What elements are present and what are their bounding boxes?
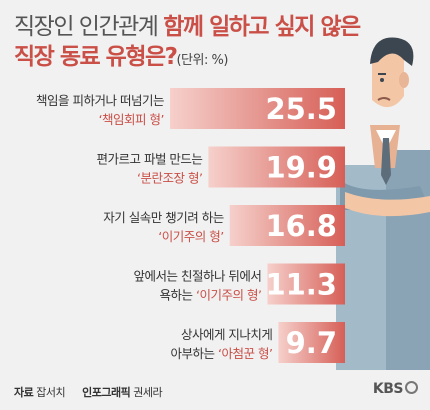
category-tag-5: ‘아첨꾼 형’ xyxy=(218,346,272,361)
bar-3 xyxy=(229,205,345,246)
category-tag-1: ‘책임회피 형’ xyxy=(99,112,164,127)
category-desc-prefix-4: 욕하는 xyxy=(160,288,196,303)
kbs-logo: KBS xyxy=(373,381,418,397)
category-tag-line-3: ‘이기주의 형’ xyxy=(158,229,223,244)
source-label: 자료 xyxy=(14,386,34,399)
category-desc-2: 편가르고 파벌 만드는 xyxy=(96,152,202,167)
kbs-logo-text: KBS xyxy=(372,381,404,397)
category-desc-3: 자기 실속만 챙기려 하는 xyxy=(103,210,223,225)
category-tag-4: ‘이기주의 형’ xyxy=(196,288,261,303)
credits: 자료 잡서치 인포그래픽 권세라 xyxy=(14,384,163,400)
kbs-logo-ring-icon xyxy=(405,381,418,394)
bar-2 xyxy=(208,146,345,188)
category-tag-line-5: 아부하는 ‘아첨꾼 형’ xyxy=(171,346,273,361)
title-line1-highlight: 함께 일하고 싶지 않은 xyxy=(163,14,361,40)
title-line1-normal: 직장인 인간관계 xyxy=(14,14,164,40)
category-desc-4: 앞에서는 친절하나 뒤에서 xyxy=(133,269,261,284)
source-value: 잡서치 xyxy=(36,386,66,399)
category-desc-1: 책임을 피하거나 떠넘기는 xyxy=(36,93,164,108)
category-desc-5: 상사에게 지나치게 xyxy=(181,327,272,342)
unit-label: (단위: %) xyxy=(176,53,228,68)
category-tag-line-4: 욕하는 ‘이기주의 형’ xyxy=(160,288,262,303)
bar-1 xyxy=(170,88,345,129)
chart-title: 직장인 인간관계 함께 일하고 싶지 않은 직장 동료 유형은?(단위: %) xyxy=(14,12,424,76)
title-line2-highlight: 직장 동료 유형은? xyxy=(14,44,178,70)
value-label-3: 16.8 xyxy=(265,209,337,243)
category-tag-line-1: ‘책임회피 형’ xyxy=(99,112,164,127)
value-label-2: 19.9 xyxy=(265,151,337,185)
value-label-1: 25.5 xyxy=(265,92,337,126)
category-tag-2: ‘분란조장 형’ xyxy=(137,171,202,186)
graphic-value: 권세라 xyxy=(133,386,163,399)
bar-5 xyxy=(278,322,345,363)
value-label-4: 11.3 xyxy=(265,268,337,302)
category-tag-line-2: ‘분란조장 형’ xyxy=(137,171,202,186)
graphic-label: 인포그래픽 xyxy=(82,386,131,399)
bar-4 xyxy=(267,263,345,305)
category-desc-prefix-5: 아부하는 xyxy=(171,346,218,361)
value-label-5: 9.7 xyxy=(286,326,337,360)
businessman-illustration xyxy=(336,37,430,370)
category-tag-3: ‘이기주의 형’ xyxy=(158,229,223,244)
